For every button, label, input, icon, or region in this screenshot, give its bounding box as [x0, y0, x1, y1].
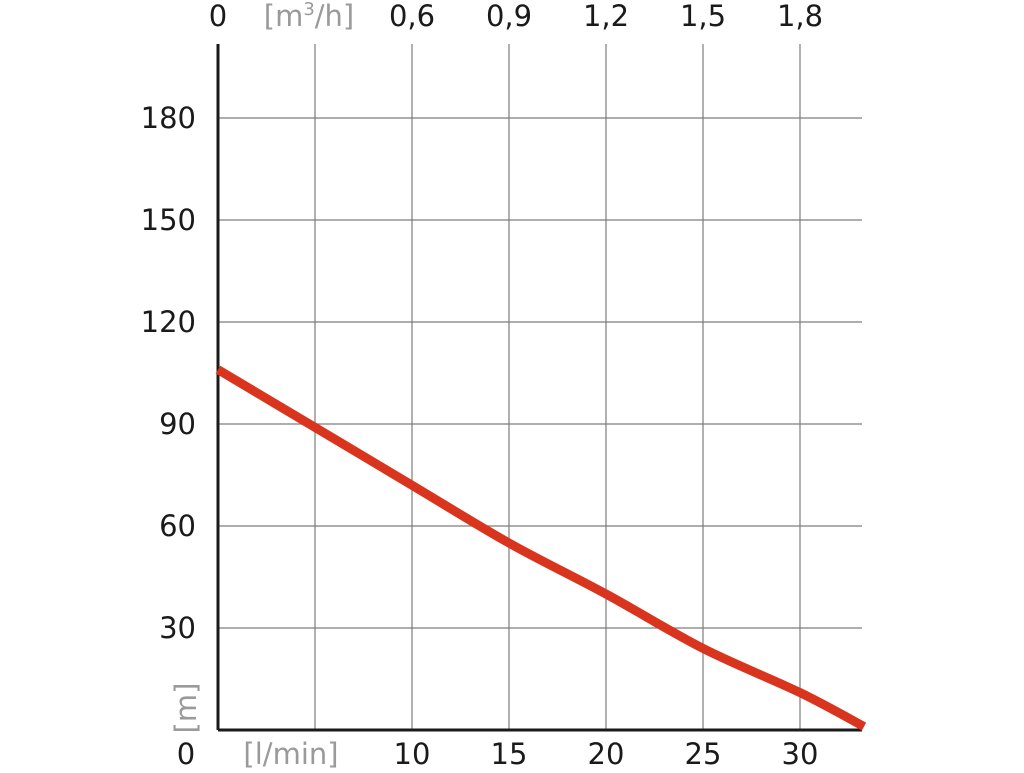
x2-tick-label: 1,8 — [777, 0, 823, 33]
y-tick-label: 90 — [159, 407, 196, 441]
curve-layer — [215, 365, 867, 731]
y-tick-label: 180 — [141, 101, 196, 135]
y-axis-unit-label: [m] — [169, 683, 203, 734]
grid-layer — [218, 44, 862, 730]
x2-unit-tail: /h] — [315, 0, 354, 33]
x2-tick-label: 1,5 — [680, 0, 726, 33]
x2-axis-unit-label: [m3/h] — [264, 0, 355, 33]
label-layer: 0 [l/min] 0 [m3/h] [m] 10 0,6 15 0,9 20 1,2 25… — [141, 0, 823, 771]
x2-tick-label: 0,9 — [486, 0, 532, 33]
x2-zero-label: 0 — [209, 0, 227, 33]
x2-unit-superscript: 3 — [303, 0, 314, 20]
y-tick-label: 30 — [159, 611, 196, 645]
x-tick-label: 10 — [394, 737, 431, 768]
x-tick-label: 15 — [491, 737, 528, 768]
x2-tick-label: 1,2 — [583, 0, 629, 33]
y-tick-label: 60 — [159, 509, 196, 543]
x2-unit-base: [m — [264, 0, 304, 33]
pump-curve-line — [215, 365, 867, 731]
y-tick-label: 150 — [141, 203, 196, 237]
y-tick-label: 120 — [141, 305, 196, 339]
axis-layer — [216, 44, 862, 732]
x-tick-label: 20 — [588, 737, 625, 768]
x-axis-unit-label: [l/min] — [243, 737, 338, 768]
x-tick-label: 25 — [685, 737, 722, 768]
origin-label: 0 — [177, 737, 195, 768]
x2-tick-label: 0,6 — [389, 0, 435, 33]
x-tick-label: 30 — [782, 737, 819, 768]
